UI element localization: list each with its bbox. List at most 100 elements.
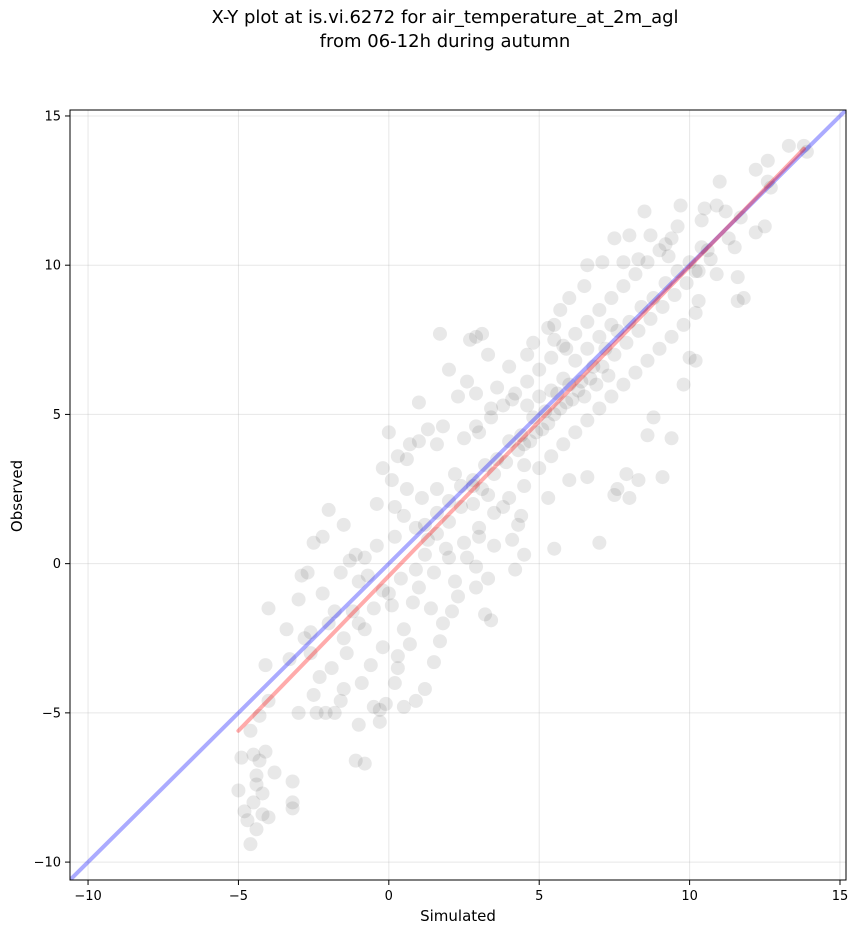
data-point <box>661 249 676 264</box>
data-point <box>556 371 571 386</box>
data-point <box>688 264 703 279</box>
data-point <box>673 198 688 213</box>
data-point <box>547 407 562 422</box>
data-point <box>396 622 411 637</box>
data-point <box>580 413 595 428</box>
data-point <box>646 410 661 425</box>
x-tick-label: 0 <box>385 889 393 904</box>
data-point <box>469 419 484 434</box>
data-point <box>526 410 541 425</box>
data-point <box>508 386 523 401</box>
data-point <box>384 473 399 488</box>
data-point <box>261 693 276 708</box>
data-point <box>526 335 541 350</box>
data-point <box>243 837 258 852</box>
data-point <box>390 449 405 464</box>
data-point <box>327 705 342 720</box>
data-point <box>550 386 565 401</box>
data-point <box>466 496 481 511</box>
data-point <box>348 547 363 562</box>
data-point <box>631 252 646 267</box>
data-point <box>562 291 577 306</box>
data-point <box>643 228 658 243</box>
data-point <box>580 314 595 329</box>
data-point <box>709 267 724 282</box>
data-point <box>568 326 583 341</box>
data-point <box>547 541 562 556</box>
data-point <box>568 353 583 368</box>
data-point <box>408 562 423 577</box>
data-point <box>631 323 646 338</box>
data-point <box>396 508 411 523</box>
data-point <box>604 291 619 306</box>
data-point <box>535 422 550 437</box>
data-point <box>255 807 270 822</box>
data-point <box>420 422 435 437</box>
data-point <box>622 490 637 505</box>
data-point <box>757 219 772 234</box>
data-point <box>541 416 556 431</box>
data-point <box>580 258 595 273</box>
data-point <box>571 383 586 398</box>
data-point <box>592 535 607 550</box>
data-point <box>472 529 487 544</box>
data-point <box>240 813 255 828</box>
data-point <box>568 425 583 440</box>
data-point <box>258 658 273 673</box>
y-tick-label: −5 <box>42 706 61 721</box>
data-point <box>592 302 607 317</box>
data-point <box>658 237 673 252</box>
data-point <box>315 529 330 544</box>
data-point <box>607 231 622 246</box>
data-point <box>336 681 351 696</box>
data-point <box>502 490 517 505</box>
data-point <box>622 228 637 243</box>
data-point <box>411 434 426 449</box>
data-point <box>796 138 811 153</box>
data-point <box>306 535 321 550</box>
data-point <box>372 714 387 729</box>
data-point <box>366 601 381 616</box>
data-point <box>457 535 472 550</box>
data-point <box>252 753 267 768</box>
data-point <box>664 431 679 446</box>
data-point <box>628 365 643 380</box>
data-point <box>381 425 396 440</box>
data-point <box>306 687 321 702</box>
data-point <box>640 255 655 270</box>
data-point <box>469 329 484 344</box>
data-point <box>447 467 462 482</box>
data-point <box>432 634 447 649</box>
data-point <box>760 153 775 168</box>
data-point <box>748 225 763 240</box>
x-tick-label: 5 <box>535 889 543 904</box>
data-point <box>369 496 384 511</box>
data-point <box>429 482 444 497</box>
data-point <box>640 353 655 368</box>
data-point <box>574 374 589 389</box>
plot-frame <box>69 109 847 881</box>
grid-lines <box>70 110 846 880</box>
data-point <box>429 437 444 452</box>
data-point <box>604 317 619 332</box>
data-point <box>393 571 408 586</box>
data-point <box>682 350 697 365</box>
data-point <box>360 568 375 583</box>
data-point <box>643 311 658 326</box>
identity-line <box>70 110 846 880</box>
data-point <box>357 622 372 637</box>
y-axis-label: Observed <box>8 460 26 532</box>
data-point <box>508 562 523 577</box>
data-point <box>318 705 333 720</box>
data-point <box>736 291 751 306</box>
data-point <box>387 676 402 691</box>
data-point <box>369 538 384 553</box>
data-point <box>547 332 562 347</box>
data-point <box>291 592 306 607</box>
data-point <box>703 252 718 267</box>
data-point <box>351 717 366 732</box>
data-point <box>730 294 745 309</box>
data-point <box>604 389 619 404</box>
data-point <box>345 604 360 619</box>
data-point <box>610 482 625 497</box>
